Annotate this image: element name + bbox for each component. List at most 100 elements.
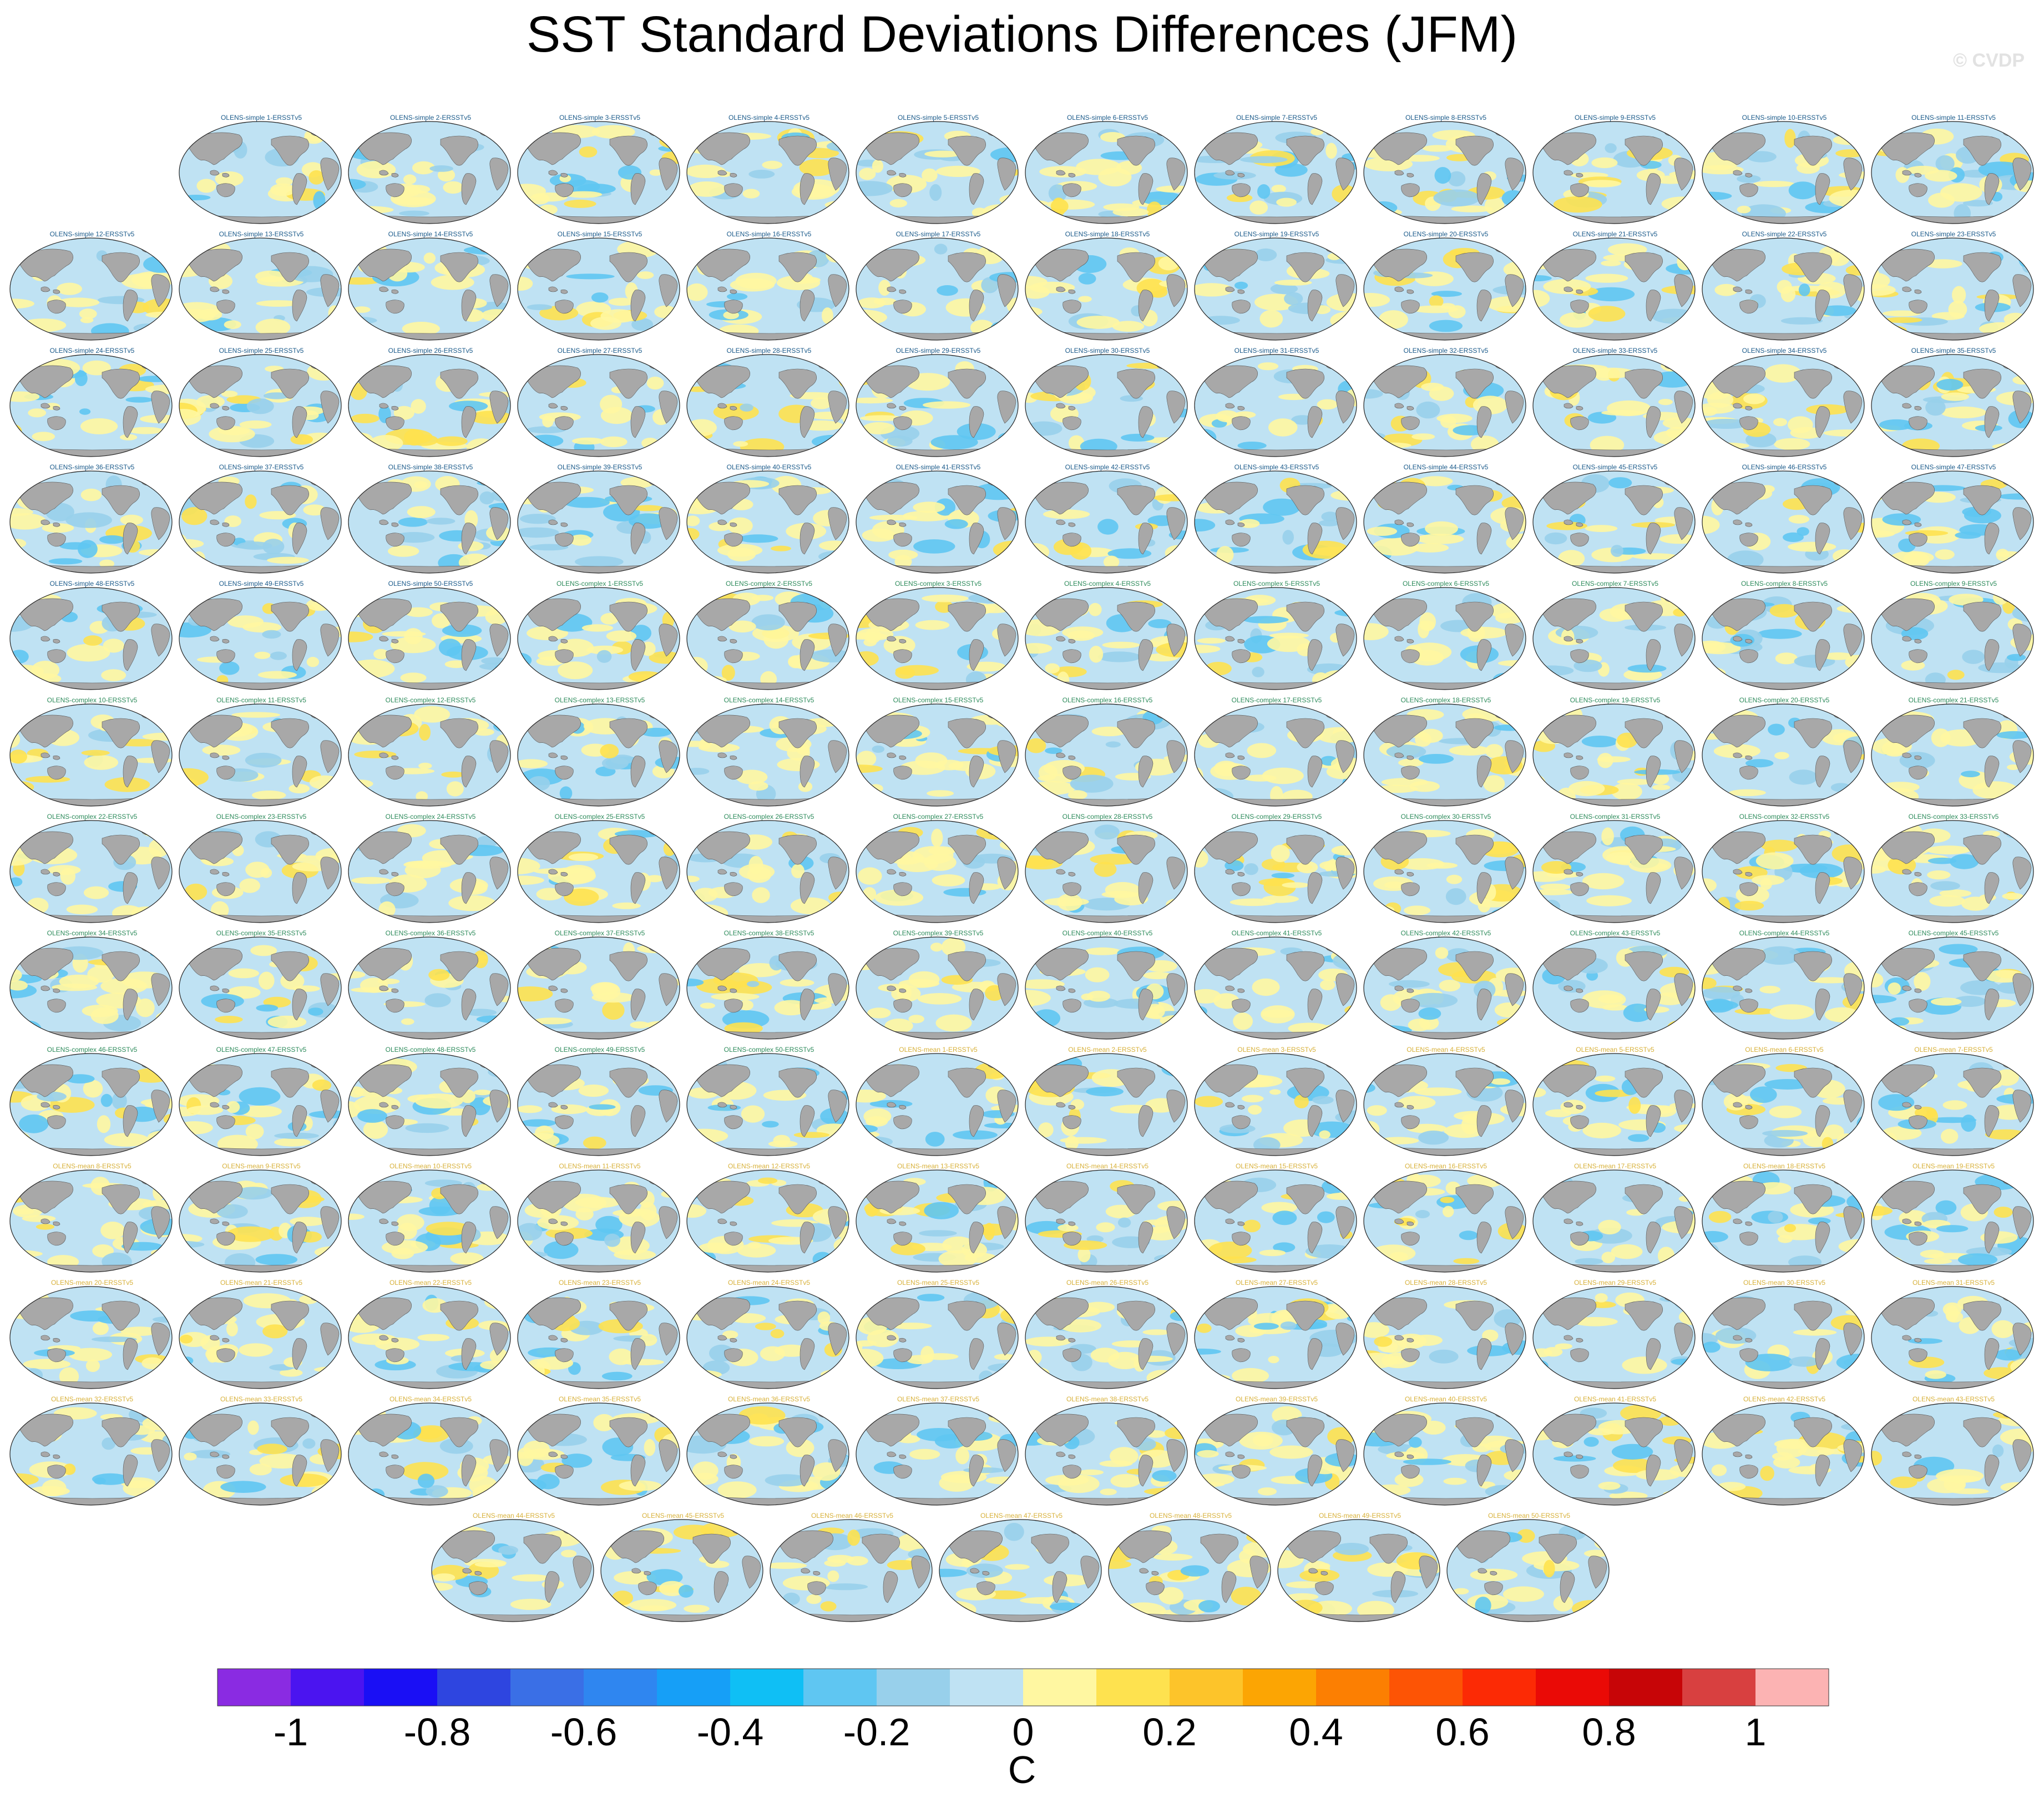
map-panel: OLENS-mean 27-ERSSTv5	[1193, 1279, 1360, 1390]
map-panel: OLENS-complex 50-ERSSTv5	[686, 1046, 852, 1157]
map-panel: OLENS-complex 21-ERSSTv5	[1870, 696, 2037, 807]
map-panel: OLENS-simple 11-ERSSTv5	[1870, 114, 2037, 225]
panel-title: OLENS-mean 7-ERSSTv5	[1914, 1046, 1993, 1054]
map-panel: OLENS-simple 10-ERSSTv5	[1701, 114, 1868, 225]
map-panel: OLENS-complex 41-ERSSTv5	[1193, 929, 1360, 1040]
panel-title: OLENS-simple 30-ERSSTv5	[1065, 347, 1150, 354]
panel-title: OLENS-complex 17-ERSSTv5	[1231, 696, 1322, 704]
panel-title: OLENS-mean 5-ERSSTv5	[1576, 1046, 1655, 1054]
global-map	[686, 1402, 849, 1506]
map-panel: OLENS-simple 43-ERSSTv5	[1193, 463, 1360, 574]
panel-title: OLENS-complex 50-ERSSTv5	[724, 1046, 814, 1054]
map-panel: OLENS-simple 9-ERSSTv5	[1532, 114, 1698, 225]
map-panel: OLENS-mean 23-ERSSTv5	[517, 1279, 683, 1390]
global-map	[686, 470, 849, 574]
panel-title: OLENS-simple 26-ERSSTv5	[388, 347, 473, 354]
global-map	[1025, 936, 1188, 1040]
colorbar-tick-label: -0.4	[696, 1710, 764, 1754]
global-map	[1532, 1402, 1696, 1506]
map-panel: OLENS-complex 34-ERSSTv5	[9, 929, 175, 1040]
panel-title: OLENS-complex 37-ERSSTv5	[554, 929, 645, 937]
map-panel: OLENS-complex 16-ERSSTv5	[1024, 696, 1191, 807]
map-panel: OLENS-simple 44-ERSSTv5	[1363, 463, 1529, 574]
colorbar-tick-label: -0.8	[403, 1710, 471, 1754]
map-panel: OLENS-mean 31-ERSSTv5	[1870, 1279, 2037, 1390]
global-map	[1702, 703, 1865, 807]
panel-title: OLENS-simple 15-ERSSTv5	[557, 230, 642, 238]
global-map	[1702, 1169, 1865, 1273]
panel-title: OLENS-complex 19-ERSSTv5	[1570, 696, 1661, 704]
panel-title: OLENS-simple 5-ERSSTv5	[897, 114, 979, 121]
map-panel: OLENS-complex 1-ERSSTv5	[517, 580, 683, 691]
global-map	[1194, 703, 1357, 807]
global-map	[1871, 703, 2034, 807]
panel-title: OLENS-mean 41-ERSSTv5	[1574, 1395, 1657, 1403]
global-map	[1025, 703, 1188, 807]
global-map	[1702, 1053, 1865, 1156]
global-map	[1702, 587, 1865, 690]
map-panel: OLENS-complex 8-ERSSTv5	[1701, 580, 1868, 691]
panel-title: OLENS-complex 4-ERSSTv5	[1064, 580, 1151, 588]
panel-title: OLENS-complex 10-ERSSTv5	[47, 696, 138, 704]
map-panel: OLENS-complex 39-ERSSTv5	[855, 929, 1021, 1040]
global-map	[179, 237, 342, 341]
panel-title: OLENS-simple 14-ERSSTv5	[388, 230, 473, 238]
panel-title: OLENS-complex 31-ERSSTv5	[1570, 813, 1661, 821]
panel-title: OLENS-complex 18-ERSSTv5	[1400, 696, 1491, 704]
colorbar-swatch	[1023, 1669, 1097, 1706]
global-map	[1025, 121, 1188, 224]
panel-title: OLENS-simple 36-ERSSTv5	[49, 463, 135, 471]
global-map	[1871, 354, 2034, 457]
global-map	[1194, 470, 1357, 574]
global-map	[1194, 354, 1357, 457]
global-map	[686, 587, 849, 690]
global-map	[431, 1519, 594, 1622]
colorbar-swatch	[1609, 1669, 1683, 1706]
map-panel: OLENS-complex 31-ERSSTv5	[1532, 813, 1698, 924]
map-panel: OLENS-complex 23-ERSSTv5	[178, 813, 345, 924]
panel-title: OLENS-simple 31-ERSSTv5	[1234, 347, 1319, 354]
map-panel: OLENS-simple 32-ERSSTv5	[1363, 347, 1529, 458]
map-panel: OLENS-complex 44-ERSSTv5	[1701, 929, 1868, 1040]
global-map	[856, 1053, 1019, 1156]
panel-title: OLENS-mean 48-ERSSTv5	[1149, 1512, 1232, 1520]
colorbar-tick-label: 1	[1744, 1710, 1767, 1754]
global-map	[1702, 820, 1865, 923]
global-map	[856, 936, 1019, 1040]
map-panel: OLENS-mean 13-ERSSTv5	[855, 1162, 1021, 1273]
global-map	[517, 121, 680, 224]
map-panel: OLENS-complex 36-ERSSTv5	[347, 929, 514, 1040]
panel-title: OLENS-mean 40-ERSSTv5	[1404, 1395, 1488, 1403]
global-map	[1871, 237, 2034, 341]
map-panel: OLENS-mean 22-ERSSTv5	[347, 1279, 514, 1390]
map-panel: OLENS-mean 24-ERSSTv5	[686, 1279, 852, 1390]
global-map	[600, 1519, 763, 1622]
global-map	[1871, 820, 2034, 923]
global-map	[1194, 1169, 1357, 1273]
panel-title: OLENS-complex 25-ERSSTv5	[554, 813, 645, 821]
colorbar-swatch	[1755, 1669, 1829, 1706]
global-map	[856, 820, 1019, 923]
global-map	[1871, 1402, 2034, 1506]
map-panel: OLENS-mean 16-ERSSTv5	[1363, 1162, 1529, 1273]
panel-title: OLENS-simple 22-ERSSTv5	[1742, 230, 1827, 238]
map-panel: OLENS-complex 42-ERSSTv5	[1363, 929, 1529, 1040]
global-map	[856, 354, 1019, 457]
map-panel: OLENS-simple 25-ERSSTv5	[178, 347, 345, 458]
global-map	[1363, 703, 1526, 807]
global-map	[686, 936, 849, 1040]
global-map	[856, 470, 1019, 574]
global-map	[1871, 1053, 2034, 1156]
panel-title: OLENS-complex 43-ERSSTv5	[1570, 929, 1661, 937]
panel-title: OLENS-simple 11-ERSSTv5	[1911, 114, 1996, 121]
panel-title: OLENS-complex 13-ERSSTv5	[554, 696, 645, 704]
map-panel: OLENS-mean 15-ERSSTv5	[1193, 1162, 1360, 1273]
colorbar-tick-label: 0.8	[1582, 1710, 1636, 1754]
map-panel: OLENS-mean 26-ERSSTv5	[1024, 1279, 1191, 1390]
panel-title: OLENS-complex 35-ERSSTv5	[216, 929, 307, 937]
panel-title: OLENS-simple 19-ERSSTv5	[1234, 230, 1319, 238]
panel-title: OLENS-simple 21-ERSSTv5	[1572, 230, 1658, 238]
global-map	[517, 820, 680, 923]
panel-title: OLENS-complex 8-ERSSTv5	[1741, 580, 1828, 588]
panel-title: OLENS-complex 30-ERSSTv5	[1400, 813, 1491, 821]
